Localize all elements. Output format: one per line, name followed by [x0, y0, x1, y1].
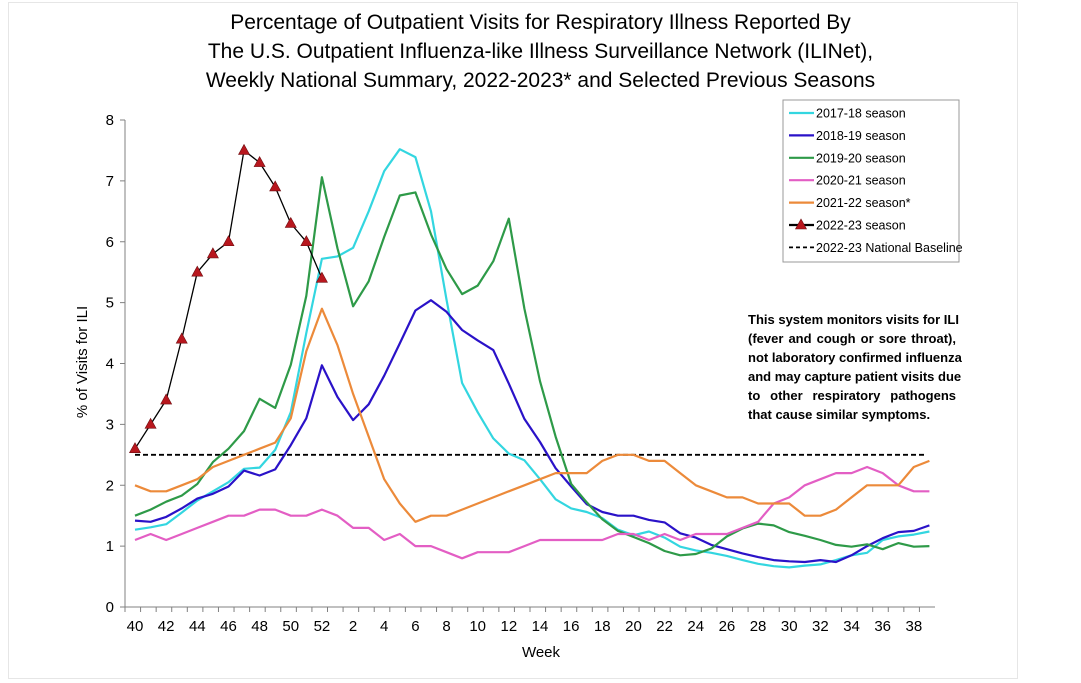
x-tick-label: 36: [874, 618, 891, 635]
x-tick-label: 28: [750, 618, 767, 635]
x-tick-label: 2: [349, 618, 357, 635]
annotation-line-1: This system monitors visits for ILI: [748, 312, 959, 327]
annotation-line-3: not laboratory confirmed influenza: [748, 350, 962, 365]
chart-title-line-3: Weekly National Summary, 2022-2023* and …: [205, 69, 876, 92]
x-tick-label: 38: [906, 618, 923, 635]
legend-label-2020-21-season: 2020-21 season: [816, 174, 906, 188]
annotation-note: This system monitors visits for ILI (fev…: [748, 310, 962, 424]
x-tick-label: 40: [127, 618, 144, 635]
annotation-line-4: and may capture patient visits due: [748, 369, 962, 384]
chart-title: Percentage of Outpatient Visits for Resp…: [0, 8, 1081, 95]
x-tick-label: 32: [812, 618, 829, 635]
series-line-2019-20-season: [134, 176, 930, 557]
x-tick-label: 46: [220, 618, 237, 635]
x-axis-label: Week: [522, 644, 561, 661]
data-point-2022-23-season: [222, 235, 235, 247]
legend-marker-2022-23-season: [794, 218, 808, 230]
series-lines: [134, 148, 930, 569]
data-point-2022-23-season: [315, 271, 328, 283]
legend-label-2019-20-season: 2019-20 season: [816, 151, 906, 165]
legend-label-2017-18-season: 2017-18 season: [816, 107, 906, 121]
x-tick-label: 4: [380, 618, 388, 635]
x-tick-label: 24: [687, 618, 704, 635]
x-tick-label: 12: [501, 618, 518, 635]
data-point-2022-23-season: [253, 155, 266, 167]
x-tick-label: 14: [532, 618, 549, 635]
y-tick-label: 7: [106, 173, 114, 190]
chart-frame: [8, 2, 1018, 679]
data-point-2022-23-season: [128, 442, 142, 454]
x-tick-label: 42: [158, 618, 175, 635]
x-tick-label: 44: [189, 618, 206, 635]
data-point-2022-23-season: [175, 332, 188, 344]
annotation-line-5: to other respiratory pathogens: [748, 388, 956, 403]
series-line-2017-18-season: [134, 148, 930, 569]
x-tick-label: 50: [282, 618, 299, 635]
series-line-2018-19-season: [134, 299, 930, 564]
y-tick-label: 8: [106, 112, 114, 129]
x-tick-label: 6: [411, 618, 419, 635]
chart-title-line-1: Percentage of Outpatient Visits for Resp…: [230, 11, 851, 34]
series-markers: [128, 143, 328, 454]
annotation-line-6: that cause similar symptoms.: [748, 407, 931, 422]
y-tick-label: 0: [106, 599, 114, 616]
x-tick-label: 20: [625, 618, 642, 635]
y-tick-label: 3: [106, 416, 114, 433]
legend-label-2021-22-season: 2021-22 season*: [816, 196, 911, 210]
data-point-2022-23-season: [191, 265, 204, 277]
x-tick-label: 30: [781, 618, 798, 635]
legend-label-2022-23-national-baseline: 2022-23 National Baseline: [816, 241, 963, 255]
series-line-2021-22-season: [134, 307, 930, 523]
data-point-2022-23-season: [160, 393, 173, 405]
x-tick-label: 48: [251, 618, 268, 635]
y-tick-label: 6: [106, 234, 114, 251]
data-point-2022-23-season: [238, 143, 251, 155]
data-point-2022-23-season: [300, 235, 313, 247]
x-tick-label: 34: [843, 618, 860, 635]
chart-title-line-2: The U.S. Outpatient Influenza-like Illne…: [207, 40, 874, 63]
x-tick-label: 16: [563, 618, 580, 635]
x-tick-label: 52: [314, 618, 331, 635]
legend-label-2018-19-season: 2018-19 season: [816, 129, 906, 143]
legend-label-2022-23-season: 2022-23 season: [816, 219, 906, 233]
data-point-2022-23-season: [144, 417, 157, 429]
data-point-2022-23-season: [284, 216, 297, 228]
y-tick-label: 1: [106, 538, 114, 555]
data-point-2022-23-season: [269, 180, 282, 192]
legend: 2017-18 season 2018-19 season 2019-20 seas…: [782, 99, 963, 263]
x-tick-label: 26: [719, 618, 736, 635]
y-tick-label: 4: [106, 356, 114, 373]
series-line-2020-21-season: [134, 465, 930, 560]
y-tick-label: 2: [106, 477, 114, 494]
x-tick-label: 10: [469, 618, 486, 635]
y-tick-label: 5: [106, 295, 114, 312]
y-axis-label: % of Visits for ILI: [74, 306, 91, 418]
x-tick-label: 22: [656, 618, 673, 635]
x-tick-label: 8: [442, 618, 450, 635]
annotation-line-2: (fever and cough or sore throat),: [748, 331, 956, 346]
x-tick-label: 18: [594, 618, 611, 635]
data-point-2022-23-season: [206, 247, 219, 259]
